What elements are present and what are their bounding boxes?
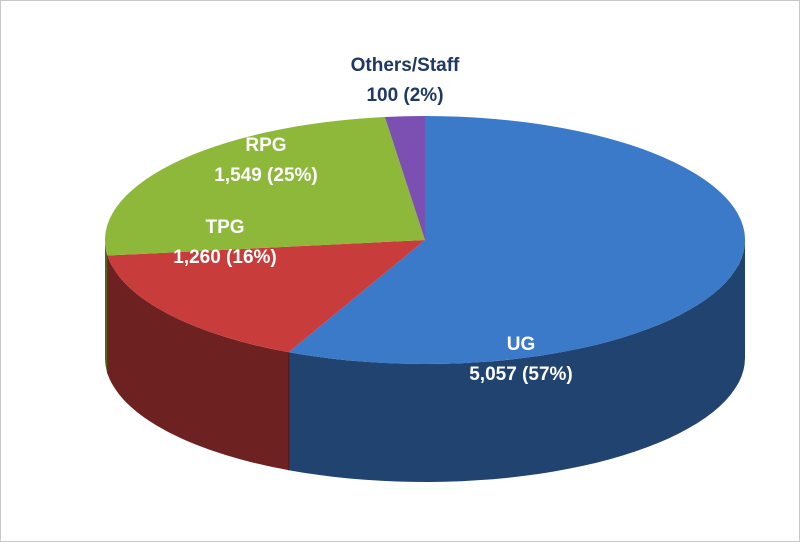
slice-value-label: 1,549 (25%) [214,165,318,186]
slice-value-label: 1,260 (16%) [173,247,277,268]
slice-value-label: 5,057 (57%) [469,364,573,385]
slice [384,116,425,240]
slice-label: UG [507,334,536,355]
slice [105,116,426,256]
slice [288,116,746,364]
slice-label: TPG [205,217,244,238]
slice-side [107,255,289,471]
slice-side [288,240,745,482]
slice-label: Others/Staff [351,55,460,76]
slice-value-label: 100 (2%) [366,85,443,106]
slice-side [105,240,108,374]
slice [107,240,426,353]
slice-label: RPG [245,135,286,156]
